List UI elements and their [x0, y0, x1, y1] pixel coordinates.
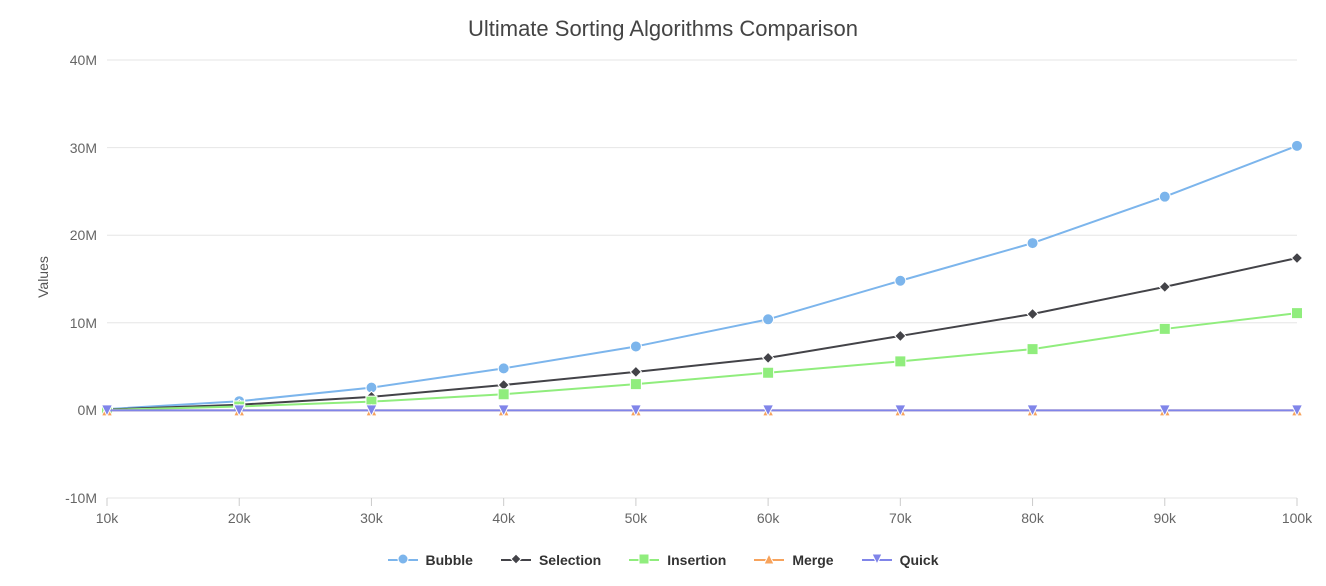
y-tick-label: 0M: [0, 402, 97, 418]
x-tick-label: 30k: [360, 510, 383, 526]
x-tick-label: 20k: [228, 510, 251, 526]
series-marker-bubble[interactable]: [895, 275, 906, 286]
series-marker-insertion[interactable]: [498, 389, 509, 400]
y-tick-label: 10M: [0, 315, 97, 331]
series-marker-bubble[interactable]: [630, 341, 641, 352]
series-marker-selection[interactable]: [630, 366, 641, 377]
series-marker-bubble[interactable]: [1292, 140, 1303, 151]
series-marker-bubble[interactable]: [1159, 191, 1170, 202]
series-marker-insertion[interactable]: [1292, 308, 1303, 319]
series-marker-insertion[interactable]: [763, 367, 774, 378]
legend-label: Insertion: [667, 552, 726, 568]
series-line-bubble: [107, 146, 1297, 409]
triangle-up-icon: [764, 554, 774, 564]
y-axis-label: Values: [35, 256, 51, 298]
series-marker-insertion[interactable]: [1027, 344, 1038, 355]
legend-swatch: [629, 553, 659, 567]
series-line-insertion: [107, 313, 1297, 410]
chart-plot: [107, 60, 1297, 498]
x-tick-label: 10k: [96, 510, 119, 526]
x-tick-label: 70k: [889, 510, 912, 526]
series-marker-selection[interactable]: [1159, 281, 1170, 292]
x-tick-label: 90k: [1153, 510, 1176, 526]
legend-item-bubble[interactable]: Bubble: [388, 552, 473, 568]
y-tick-label: 20M: [0, 227, 97, 243]
series-marker-bubble[interactable]: [498, 363, 509, 374]
series-marker-insertion[interactable]: [1159, 323, 1170, 334]
legend-label: Merge: [792, 552, 833, 568]
chart-title: Ultimate Sorting Algorithms Comparison: [0, 16, 1326, 42]
legend-swatch: [862, 553, 892, 567]
series-marker-selection[interactable]: [1292, 252, 1303, 263]
series-marker-selection[interactable]: [895, 330, 906, 341]
legend-swatch: [754, 553, 784, 567]
chart-container: Ultimate Sorting Algorithms Comparison V…: [0, 0, 1326, 586]
square-icon: [639, 554, 649, 564]
legend-swatch: [388, 553, 418, 567]
legend-item-insertion[interactable]: Insertion: [629, 552, 726, 568]
x-tick-label: 60k: [757, 510, 780, 526]
legend-label: Selection: [539, 552, 601, 568]
legend-label: Bubble: [426, 552, 473, 568]
circle-icon: [398, 554, 408, 564]
x-tick-label: 40k: [492, 510, 515, 526]
legend-item-quick[interactable]: Quick: [862, 552, 939, 568]
legend-swatch: [501, 553, 531, 567]
y-tick-label: -10M: [0, 490, 97, 506]
legend-item-selection[interactable]: Selection: [501, 552, 601, 568]
x-tick-label: 50k: [625, 510, 648, 526]
series-marker-bubble[interactable]: [1027, 238, 1038, 249]
x-tick-label: 100k: [1282, 510, 1312, 526]
diamond-icon: [511, 554, 521, 564]
legend: Bubble Selection Insertion Merge Quick: [0, 552, 1326, 568]
triangle-down-icon: [872, 554, 882, 564]
legend-label: Quick: [900, 552, 939, 568]
series-marker-selection[interactable]: [1027, 309, 1038, 320]
legend-item-merge[interactable]: Merge: [754, 552, 833, 568]
series-marker-insertion[interactable]: [630, 379, 641, 390]
series-marker-insertion[interactable]: [895, 356, 906, 367]
series-marker-bubble[interactable]: [763, 314, 774, 325]
y-tick-label: 40M: [0, 52, 97, 68]
x-tick-label: 80k: [1021, 510, 1044, 526]
y-tick-label: 30M: [0, 140, 97, 156]
series-marker-selection[interactable]: [763, 352, 774, 363]
